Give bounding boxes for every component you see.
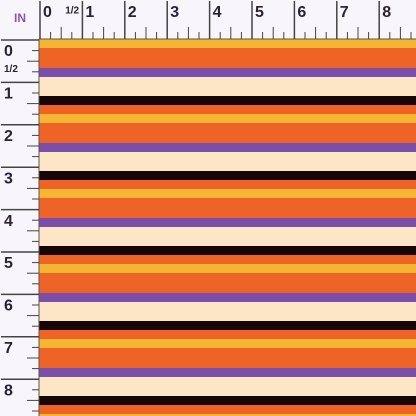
top-ruler-label: 6 bbox=[297, 4, 306, 21]
top-ruler-label: 0 bbox=[43, 4, 52, 21]
top-ruler-label: 4 bbox=[213, 4, 222, 21]
left-ruler-label: 1/2 bbox=[4, 64, 18, 75]
unit-label: IN bbox=[14, 11, 26, 25]
left-ruler-label: 2 bbox=[4, 128, 13, 145]
left-ruler-label: 4 bbox=[4, 213, 13, 230]
left-ruler-label: 1 bbox=[4, 86, 13, 103]
fabric-pattern bbox=[39, 39, 416, 416]
top-ruler-label: 7 bbox=[340, 4, 349, 21]
left-ruler-label: 7 bbox=[4, 340, 13, 357]
top-ruler-label: 1/2 bbox=[65, 6, 79, 17]
top-ruler-label: 8 bbox=[382, 4, 391, 21]
top-ruler-label: 2 bbox=[128, 4, 137, 21]
left-ruler-label: 8 bbox=[4, 382, 13, 399]
left-ruler-label: 6 bbox=[4, 298, 13, 315]
left-ruler-label: 3 bbox=[4, 170, 13, 187]
top-ruler-label: 3 bbox=[170, 4, 179, 21]
left-ruler-label: 0 bbox=[4, 43, 13, 60]
top-ruler-label: 5 bbox=[255, 4, 264, 21]
left-ruler-label: 5 bbox=[4, 255, 13, 272]
top-ruler-label: 1 bbox=[85, 4, 94, 21]
